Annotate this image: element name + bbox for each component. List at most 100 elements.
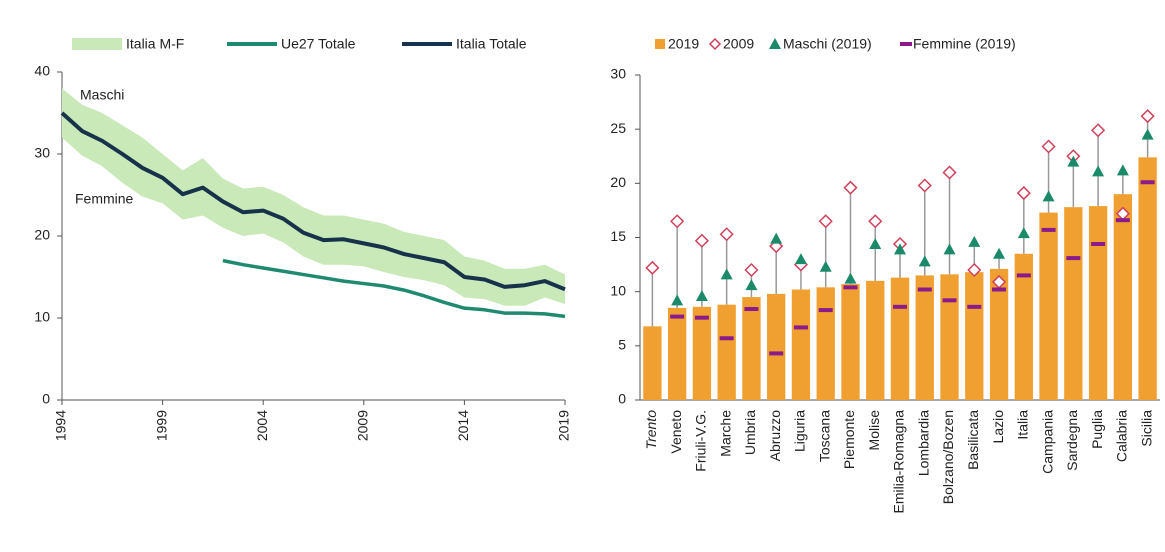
- x-tick-label: Lombardia: [915, 410, 931, 476]
- marker-maschi: [894, 243, 906, 255]
- marker-2009: [868, 214, 883, 229]
- marker-maschi: [720, 268, 733, 280]
- marker-2009: [645, 260, 660, 275]
- marker-maschi: [671, 294, 684, 306]
- bar: [643, 326, 662, 400]
- marker-maschi: [943, 243, 956, 255]
- marker-femmine: [1091, 242, 1106, 246]
- y-tick-label: 20: [610, 174, 626, 190]
- x-tick-label: Trento: [643, 410, 659, 450]
- bar: [767, 293, 786, 400]
- legend-label: 2019: [668, 36, 699, 52]
- annotation: Maschi: [80, 87, 124, 103]
- x-tick-label: Puglia: [1089, 410, 1105, 449]
- bar: [667, 307, 687, 400]
- band: [62, 88, 565, 306]
- x-tick-label: Piemonte: [841, 410, 857, 469]
- marker-maschi: [1017, 227, 1030, 239]
- marker-2009: [1041, 139, 1056, 154]
- x-tick-label: Bolzano/Bozen: [940, 410, 956, 504]
- x-tick-label: Campania: [1039, 410, 1055, 474]
- x-tick-label: Veneto: [668, 410, 684, 454]
- marker-femmine: [670, 314, 685, 319]
- legend-swatch: [900, 42, 912, 46]
- legend-swatch: [769, 38, 781, 49]
- x-tick-label: 1999: [153, 410, 169, 441]
- x-tick-label: 2014: [455, 410, 471, 441]
- y-tick-label: 30: [34, 145, 50, 161]
- marker-maschi: [1141, 128, 1154, 140]
- x-tick-label: Emilia-Romagna: [891, 410, 907, 514]
- marker-maschi: [844, 272, 857, 284]
- bar: [965, 272, 984, 400]
- marker-femmine: [992, 287, 1007, 292]
- bar: [915, 275, 934, 400]
- x-tick-label: Basilicata: [965, 410, 981, 470]
- y-tick-label: 10: [34, 309, 50, 325]
- marker-femmine: [719, 336, 734, 341]
- marker-femmine: [893, 304, 907, 309]
- marker-maschi: [819, 260, 832, 272]
- bar: [866, 280, 885, 400]
- marker-femmine: [694, 315, 709, 320]
- x-tick-label: Sardegna: [1064, 410, 1080, 471]
- legend-label: 2009: [723, 36, 754, 52]
- bar: [1113, 194, 1133, 400]
- marker-2009: [942, 165, 957, 180]
- marker-maschi: [794, 253, 807, 265]
- legend-swatch: [655, 39, 665, 49]
- y-tick-label: 5: [618, 337, 626, 353]
- bar: [717, 304, 736, 400]
- y-tick-label: 25: [610, 120, 626, 136]
- marker-maschi: [993, 247, 1006, 259]
- y-tick-label: 10: [610, 282, 626, 298]
- bar: [841, 284, 860, 400]
- x-tick-label: Lazio: [990, 410, 1006, 444]
- marker-femmine: [818, 308, 833, 313]
- y-tick-label: 20: [34, 227, 50, 243]
- bar: [791, 289, 811, 400]
- marker-maschi: [918, 255, 931, 267]
- marker-maschi: [1116, 164, 1129, 176]
- x-tick-label: Abruzzo: [767, 410, 783, 462]
- legend-swatch: [708, 37, 722, 51]
- x-tick-label: Calabria: [1114, 410, 1130, 462]
- x-tick-label: Toscana: [816, 410, 832, 462]
- x-tick-label: Sicilia: [1138, 410, 1154, 447]
- legend-label: Maschi (2019): [783, 36, 872, 52]
- x-tick-label: Marche: [717, 410, 733, 457]
- legend-label: Femmine (2019): [913, 36, 1016, 52]
- x-tick-label: 2004: [254, 410, 270, 441]
- y-tick-label: 30: [610, 66, 626, 82]
- marker-2009: [818, 214, 833, 229]
- marker-femmine: [1066, 256, 1081, 261]
- bar: [1088, 206, 1108, 400]
- marker-maschi: [869, 238, 882, 249]
- y-tick-label: 40: [34, 63, 50, 79]
- legend-label: Italia Totale: [456, 36, 527, 52]
- marker-femmine: [744, 307, 759, 311]
- bar: [1014, 253, 1033, 400]
- y-tick-label: 0: [42, 391, 50, 407]
- annotation: Femmine: [75, 191, 134, 207]
- bar: [1138, 157, 1157, 400]
- bar: [989, 268, 1009, 400]
- x-tick-label: Umbria: [742, 410, 758, 455]
- x-tick-label: Liguria: [792, 410, 808, 452]
- line: [60, 111, 566, 292]
- marker-2009: [694, 233, 709, 248]
- marker-femmine: [1115, 218, 1130, 223]
- marker-femmine: [967, 304, 982, 309]
- marker-maschi: [770, 232, 783, 244]
- bar: [742, 297, 761, 400]
- marker-femmine: [1140, 180, 1155, 185]
- marker-2009: [967, 262, 982, 278]
- marker-maschi: [1067, 155, 1080, 167]
- marker-femmine: [1016, 273, 1031, 278]
- x-tick-label: 1994: [53, 410, 69, 441]
- x-tick-label: Friuli-V.G.: [693, 410, 709, 472]
- bar: [890, 277, 910, 400]
- line: [222, 258, 566, 319]
- marker-femmine: [942, 298, 957, 303]
